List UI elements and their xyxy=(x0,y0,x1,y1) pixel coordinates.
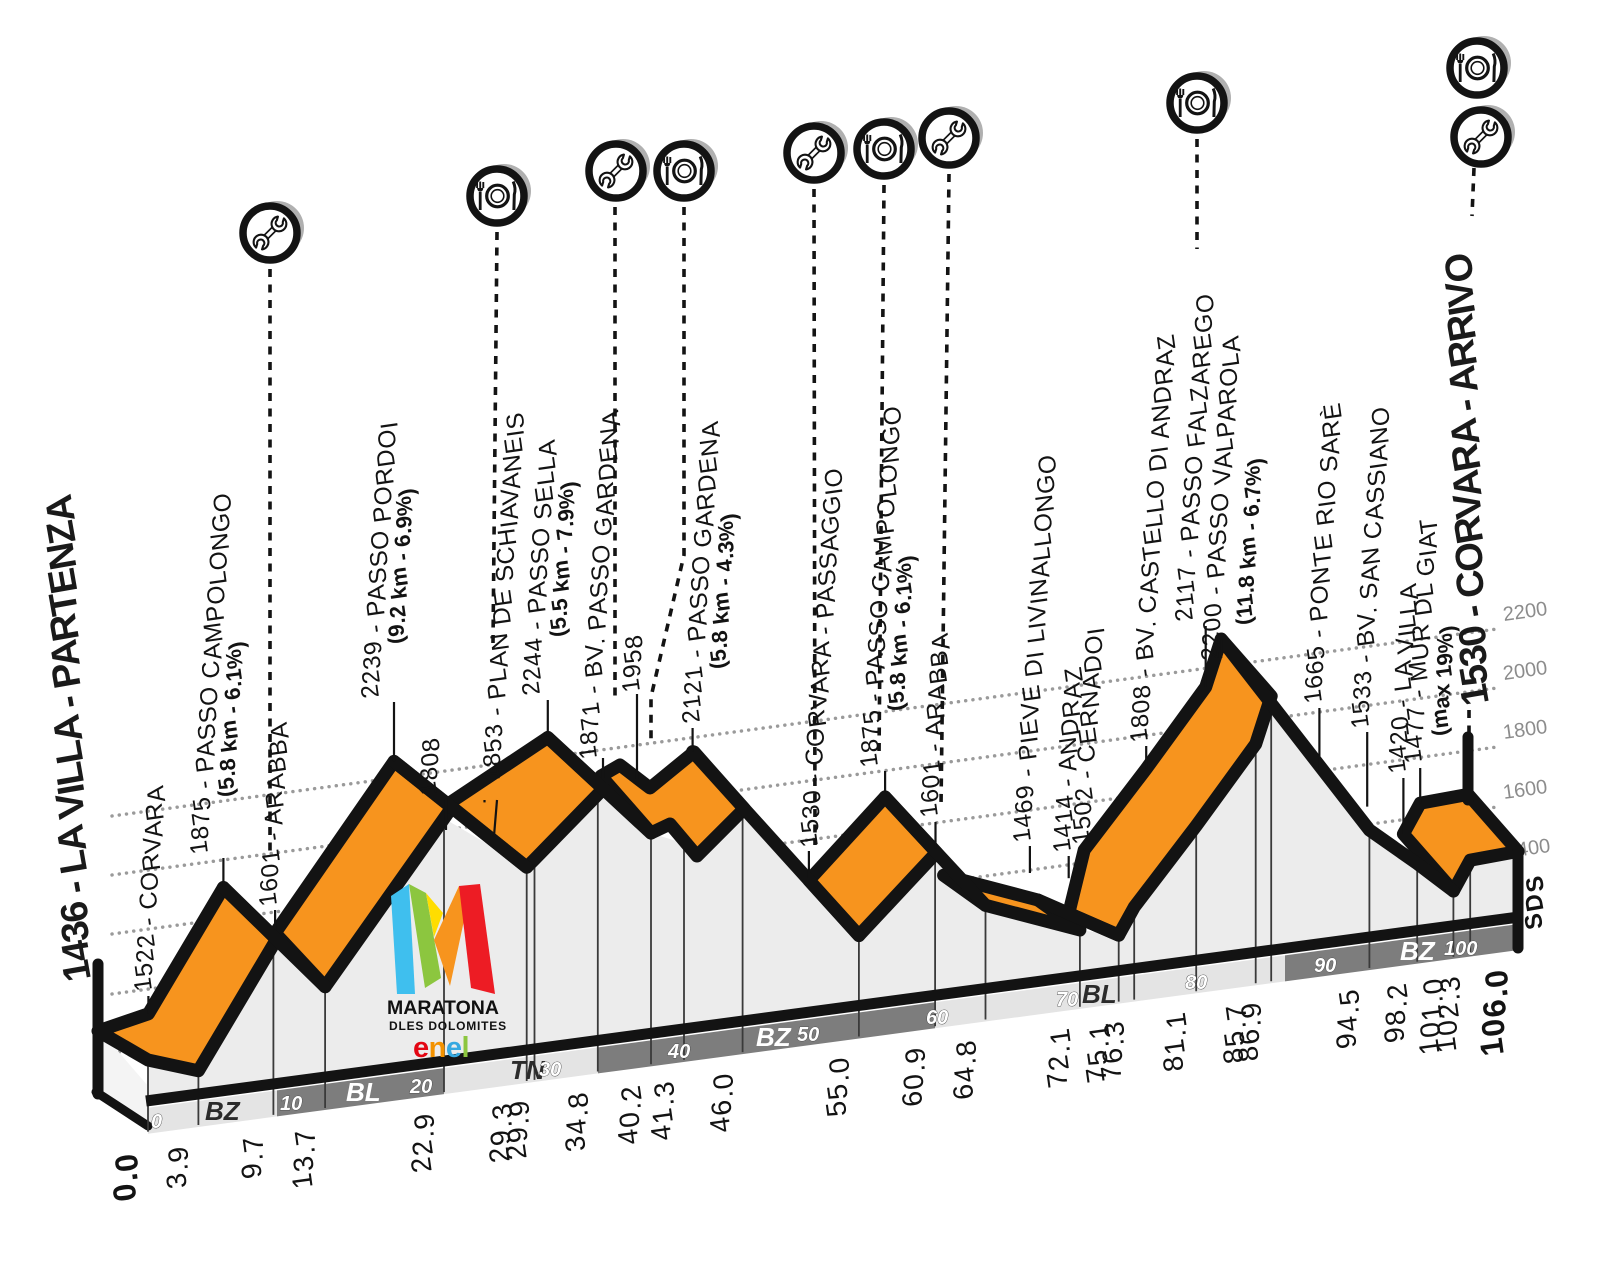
svg-text:80: 80 xyxy=(1185,972,1207,994)
svg-text:106.0: 106.0 xyxy=(1471,964,1517,1061)
svg-text:SDS: SDS xyxy=(1518,871,1551,933)
svg-text:86.9: 86.9 xyxy=(1230,997,1268,1066)
svg-text:72.1: 72.1 xyxy=(1039,1023,1077,1092)
svg-text:BL: BL xyxy=(1082,979,1117,1009)
svg-text:3.9: 3.9 xyxy=(159,1141,196,1193)
svg-text:TN: TN xyxy=(510,1055,546,1085)
svg-text:1958: 1958 xyxy=(616,631,650,696)
svg-text:0: 0 xyxy=(151,1111,162,1133)
svg-text:75.1: 75.1 xyxy=(1078,1018,1116,1087)
svg-text:34.8: 34.8 xyxy=(557,1087,595,1156)
svg-text:BL: BL xyxy=(346,1077,381,1107)
svg-text:64.8: 64.8 xyxy=(945,1035,983,1104)
svg-text:70: 70 xyxy=(1056,989,1078,1011)
svg-text:40: 40 xyxy=(667,1041,690,1063)
svg-text:76.3: 76.3 xyxy=(1093,1016,1131,1085)
svg-text:20: 20 xyxy=(409,1076,432,1098)
svg-text:98.2: 98.2 xyxy=(1376,978,1414,1047)
svg-text:41.3: 41.3 xyxy=(643,1076,681,1145)
svg-text:94.5: 94.5 xyxy=(1328,984,1366,1053)
svg-text:102.3: 102.3 xyxy=(1428,971,1468,1057)
svg-text:10: 10 xyxy=(280,1093,302,1115)
svg-text:100: 100 xyxy=(1444,938,1477,960)
svg-text:BZ: BZ xyxy=(756,1022,792,1052)
svg-text:BZ: BZ xyxy=(205,1096,241,1126)
svg-text:30: 30 xyxy=(539,1059,561,1081)
svg-text:60: 60 xyxy=(926,1007,948,1029)
svg-text:90: 90 xyxy=(1314,955,1336,977)
svg-text:85.7: 85.7 xyxy=(1215,999,1253,1068)
svg-text:81.1: 81.1 xyxy=(1155,1007,1193,1076)
svg-text:46.0: 46.0 xyxy=(702,1068,740,1137)
svg-text:13.7: 13.7 xyxy=(284,1124,322,1193)
svg-text:29.3: 29.3 xyxy=(481,1098,519,1167)
svg-text:BZ: BZ xyxy=(1400,936,1436,966)
svg-text:55.0: 55.0 xyxy=(818,1052,856,1121)
svg-text:40.2: 40.2 xyxy=(610,1080,648,1149)
svg-text:29.9: 29.9 xyxy=(498,1095,536,1164)
svg-text:enel: enel xyxy=(413,1032,469,1064)
svg-text:MARATONA: MARATONA xyxy=(387,997,499,1019)
svg-text:0.0: 0.0 xyxy=(104,1148,147,1207)
svg-text:50: 50 xyxy=(797,1024,819,1046)
svg-text:9.7: 9.7 xyxy=(234,1131,271,1183)
svg-text:60.9: 60.9 xyxy=(894,1042,932,1111)
svg-text:1808: 1808 xyxy=(413,734,447,799)
svg-text:DLES DOLOMITES: DLES DOLOMITES xyxy=(389,1019,507,1033)
svg-text:22.9: 22.9 xyxy=(403,1108,441,1177)
svg-text:101.0: 101.0 xyxy=(1411,973,1451,1059)
